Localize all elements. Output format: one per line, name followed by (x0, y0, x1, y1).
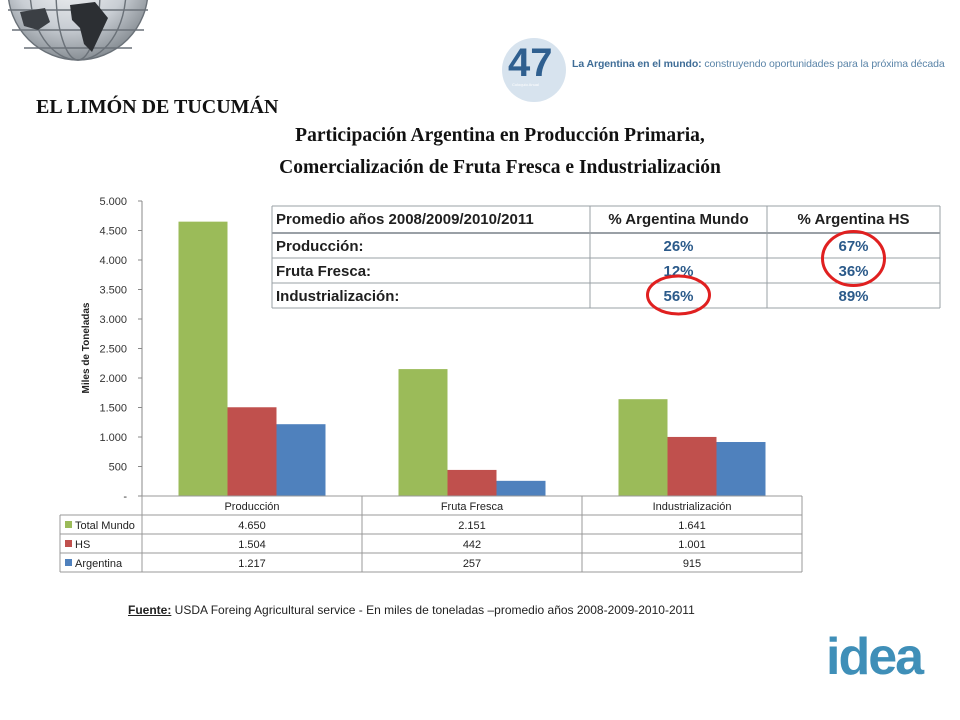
legend-label: HS (75, 539, 90, 551)
bars (142, 221, 802, 497)
y-tick-label: 5.000 (99, 196, 127, 208)
data-table: Producción Fruta Fresca Industrialización T… (59, 495, 803, 573)
y-tick-label: 1.500 (99, 403, 127, 415)
bar-total-mundo (178, 221, 228, 496)
bar-argentina (496, 480, 546, 496)
highlight-circle (821, 230, 886, 287)
legend-label: Argentina (75, 558, 123, 570)
inset-row-label: Fruta Fresca: (276, 263, 371, 280)
inset-table: Promedio años 2008/2009/2010/2011 % Argen… (271, 205, 941, 316)
x-category-label: Industrialización (653, 501, 732, 513)
inset-value: 26% (663, 238, 693, 255)
legend-label: Total Mundo (75, 520, 135, 532)
y-tick-label: 4.500 (99, 226, 127, 238)
y-tick-label: - (123, 491, 127, 503)
tagline-bold: La Argentina en el mundo: (572, 58, 702, 70)
bar-hs (447, 469, 497, 496)
globe-image (8, 0, 148, 61)
idea-logo: idea (826, 632, 927, 680)
inset-value: 89% (838, 288, 868, 305)
inset-value: 36% (838, 263, 868, 280)
inset-value: 56% (663, 288, 693, 305)
x-category-label: Producción (224, 501, 279, 513)
inset-row-label: Producción: (276, 238, 364, 255)
tagline-rest: construyendo oportunidades para la próxi… (701, 58, 945, 70)
y-axis: - 500 1.000 1.500 2.000 2.500 3.000 3.500 4.000 4… (99, 196, 143, 503)
source-text: USDA Foreing Agricultural service - En m… (171, 603, 695, 617)
data-label: 1.641 (678, 520, 706, 532)
y-tick-label: 2.000 (99, 373, 127, 385)
y-axis-label: Miles de Toneladas (81, 302, 92, 393)
logo-47-text: 47 (508, 41, 553, 85)
data-label: 2.151 (458, 520, 486, 532)
x-category-label: Fruta Fresca (441, 501, 504, 513)
bar-total-mundo (398, 369, 448, 496)
data-label: 915 (683, 558, 701, 570)
inset-row-label: Industrialización: (276, 288, 399, 305)
highlight-circle (646, 274, 711, 316)
legend-swatch (65, 559, 72, 566)
header-tagline: La Argentina en el mundo: construyendo o… (572, 58, 945, 70)
slide-title-line1: Participación Argentina en Producción Pr… (295, 125, 705, 146)
slide-title-line2: Comercialización de Fruta Fresca e Indus… (279, 157, 721, 178)
bar-argentina (276, 424, 326, 496)
section-title: EL LIMÓN DE TUCUMÁN (36, 96, 279, 118)
y-tick-label: 1.000 (99, 432, 127, 444)
bar-hs (227, 407, 277, 496)
legend-swatch (65, 521, 72, 528)
y-tick-label: 2.500 (99, 344, 127, 356)
inset-header: % Argentina HS (798, 211, 910, 228)
data-label: 257 (463, 558, 481, 570)
y-tick-label: 3.500 (99, 285, 127, 297)
inset-header: Promedio años 2008/2009/2010/2011 (276, 211, 534, 228)
coloquio-47-logo: 47 Coloquio Anual (502, 38, 566, 102)
inset-header: % Argentina Mundo (608, 211, 748, 228)
bar-total-mundo (618, 399, 668, 496)
source-label: Fuente: (128, 603, 172, 617)
inset-value: 67% (838, 238, 868, 255)
idea-logo-text: idea (826, 632, 925, 680)
y-tick-label: 500 (109, 462, 127, 474)
logo-small-text: Coloquio Anual (512, 82, 539, 87)
legend-swatch (65, 540, 72, 547)
data-label: 442 (463, 539, 481, 551)
bar-hs (667, 436, 717, 496)
y-tick-label: 3.000 (99, 314, 127, 326)
source-note: Fuente: USDA Foreing Agricultural servic… (128, 603, 695, 617)
data-label: 1.217 (238, 558, 266, 570)
data-label: 1.001 (678, 539, 706, 551)
bar-argentina (716, 442, 766, 496)
y-tick-label: 4.000 (99, 255, 127, 267)
data-label: 4.650 (238, 520, 266, 532)
data-label: 1.504 (238, 539, 266, 551)
